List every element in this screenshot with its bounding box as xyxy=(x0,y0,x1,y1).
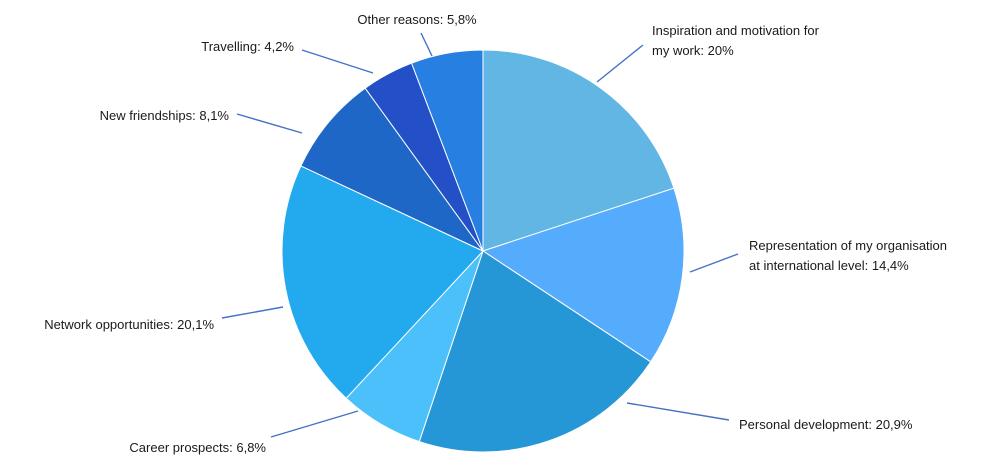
slice-label-5: New friendships: 8,1% xyxy=(100,108,230,123)
leader-line-2 xyxy=(626,402,730,421)
slice-label-line: New friendships: 8,1% xyxy=(100,108,230,123)
slice-label-6: Travelling: 4,2% xyxy=(201,39,294,54)
leader-line-1 xyxy=(689,253,739,273)
pie-slice-4 xyxy=(281,165,484,399)
slice-label-line: Network opportunities: 20,1% xyxy=(44,317,214,332)
slice-label-3: Career prospects: 6,8% xyxy=(129,440,266,455)
pie-slice-0 xyxy=(482,49,675,252)
slice-label-line: Career prospects: 6,8% xyxy=(129,440,266,455)
slice-label-0: Inspiration and motivation for my work: 2… xyxy=(652,23,820,58)
pie-slice-7 xyxy=(410,49,484,252)
slice-label-2: Personal development: 20,9% xyxy=(739,417,913,432)
pie-slices xyxy=(281,49,685,453)
pie-slice-1 xyxy=(481,187,685,363)
slice-label-line: Personal development: 20,9% xyxy=(739,417,913,432)
leader-line-4 xyxy=(221,306,284,319)
leader-line-7 xyxy=(420,32,433,57)
slice-label-7: Other reasons: 5,8% xyxy=(357,12,477,27)
leader-line-0 xyxy=(596,44,644,83)
slice-label-line: at international level: 14,4% xyxy=(749,258,909,273)
leader-line-5 xyxy=(236,113,303,134)
pie-slice-2 xyxy=(418,250,652,453)
pie-slice-5 xyxy=(300,87,485,253)
slice-label-line: Other reasons: 5,8% xyxy=(357,12,477,27)
slice-labels: Inspiration and motivation for my work: 2… xyxy=(44,12,947,455)
slice-label-line: my work: 20% xyxy=(652,43,734,58)
leader-lines xyxy=(221,32,739,438)
slice-label-1: Representation of my organisation at inte… xyxy=(749,238,947,273)
leader-line-3 xyxy=(270,410,359,438)
slice-label-4: Network opportunities: 20,1% xyxy=(44,317,214,332)
slice-label-line: Representation of my organisation xyxy=(749,238,947,253)
leader-line-6 xyxy=(301,49,374,74)
slice-label-line: Inspiration and motivation for xyxy=(652,23,820,38)
slice-label-line: Travelling: 4,2% xyxy=(201,39,294,54)
